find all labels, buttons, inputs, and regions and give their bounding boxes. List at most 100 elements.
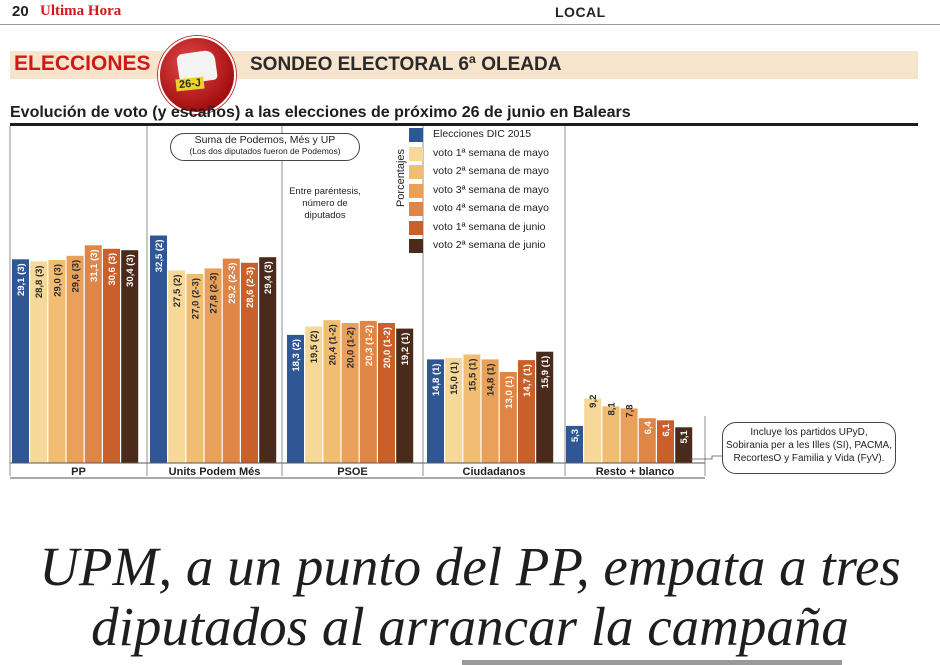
bar-units-podem-m-s-s2 [168,270,186,463]
bar-value-label: 20,3 (1-2) [364,325,375,366]
bar-value-label: 32,5 (2) [154,240,165,273]
legend-swatch [409,165,423,179]
bar-value-label: 27,8 (2-3) [209,272,220,313]
bar-value-label: 5,1 [679,430,690,444]
bar-value-label: 28,6 (2-3) [245,267,256,308]
bar-value-label: 20,4 (1-2) [327,324,338,365]
legend-label: voto 1ª semana de junio [433,220,546,233]
y-axis-label: Porcentajes [395,148,407,207]
bar-units-podem-m-s-s4 [204,268,222,463]
bar-ciudadanos-s6 [518,360,535,463]
bar-value-label: 14,7 (1) [522,364,533,397]
x-tick-label: Ciudadanos [463,466,526,478]
legend-label: Elecciones DIC 2015 [433,128,532,140]
bar-value-label: 7,8 [625,404,636,417]
legend-swatch [409,128,423,142]
bar-value-label: 27,5 (2) [172,275,183,308]
election-logo: 26-J [158,36,236,114]
bar-value-label: 18,3 (2) [291,339,302,372]
bar-pp-s2 [30,261,48,463]
bar-value-label: 29,6 (3) [71,260,82,293]
bar-pp-s6 [103,248,120,463]
bar-psoe-s4 [341,323,359,463]
bar-units-podem-m-s-s6 [241,262,258,463]
bar-value-label: 30,6 (3) [107,253,118,286]
x-axis: PP Units Podem Més PSOE Ciudadanos Resto + b… [9,126,722,479]
headline-line2: diputados al arrancar la campaña [91,596,849,657]
upm-callout-line2: (Los dos diputados fueron de Podemos) [189,146,341,156]
bar-resto-blanco-s6 [657,420,674,463]
seats-note-line1: Entre paréntesis, [289,186,361,197]
bar-value-label: 19,2 (1) [400,333,411,366]
page-number: 20 [12,3,29,20]
chart-title: Evolución de voto (y escaños) a las elec… [10,104,631,121]
bar-group: 29,1 (3) 28,8 (3) 29,0 (3) 29,6 (3) 31,1 (3)… [12,235,693,463]
bar-value-label: 30,4 (3) [125,254,136,287]
bar-value-label: 29,0 (3) [52,264,63,297]
bar-pp-s4 [66,255,84,463]
bar-value-label: 15,9 (1) [540,356,551,389]
newspaper-name: Ultima Hora [40,3,122,19]
footer-bar [462,660,842,665]
seats-note: Entre paréntesis, número de diputados [280,186,370,222]
bar-ciudadanos-s3 [463,354,481,463]
bar-ciudadanos-s5 [499,372,517,463]
bar-value-label: 13,0 (1) [504,376,515,409]
upm-callout: Suma de Podemos, Més y UP (Los dos diput… [170,133,360,161]
bar-resto-blanco-s4 [620,408,638,463]
bar-value-label: 29,1 (3) [16,263,27,296]
bar-units-podem-m-s-s3 [186,274,204,463]
bar-value-label: 29,4 (3) [263,261,274,294]
bar-value-label: 14,8 (1) [486,363,497,396]
bar-psoe-s7 [396,328,414,463]
banner-title: SONDEO ELECTORAL 6ª OLEADA [250,54,562,75]
bar-ciudadanos-s1 [427,359,444,463]
bar-psoe-s1 [287,334,304,463]
x-tick-label: PP [71,466,86,478]
legend-label: voto 2ª semana de mayo [433,165,549,177]
bar-resto-blanco-s2 [584,398,602,463]
legend-swatch [409,202,423,216]
section-label: LOCAL [555,4,606,20]
legend-swatch [409,183,423,198]
bar-value-label: 29,2 (2-3) [227,263,238,304]
legend-swatch [409,220,423,235]
resto-callout-line2: Sobirania per a les Illes (SI), PACMA, [726,440,892,451]
bar-value-label: 15,5 (1) [467,359,478,392]
bar-units-podem-m-s-s1 [150,235,167,463]
y-axis-label-text: Porcentajes [395,148,407,207]
bar-value-label: 14,8 (1) [431,363,442,396]
seats-note-line3: diputados [304,210,346,221]
bar-value-label: 6,1 [661,423,672,437]
bar-resto-blanco-s1 [566,425,583,463]
x-tick-label: Resto + blanco [596,466,675,478]
x-tick-label: PSOE [337,466,368,478]
bar-value-label: 28,8 (3) [34,265,45,298]
bar-units-podem-m-s-s7 [259,257,277,463]
bar-chart: 29,1 (3) 28,8 (3) 29,0 (3) 29,6 (3) 31,1 (3)… [9,126,722,479]
bar-psoe-s2 [305,326,323,463]
bar-value-label: 27,0 (2-3) [190,278,201,319]
bar-resto-blanco-s5 [638,418,656,463]
bar-ciudadanos-s2 [445,358,463,463]
upm-callout-line1: Suma de Podemos, Més y UP [194,134,336,146]
page-header [0,0,940,25]
bar-value-label: 6,4 [643,420,654,434]
banner-label: ELECCIONES [14,52,151,75]
headline-line1: UPM, a un punto del PP, empata a tres [39,536,901,597]
bar-ciudadanos-s7 [536,351,554,463]
bar-pp-s7 [121,250,139,463]
legend-label: voto 3ª semana de mayo [433,183,549,196]
x-tick-label: Units Podem Més [169,466,261,478]
bar-psoe-s6 [378,323,395,463]
legend-label: voto 1ª semana de mayo [433,146,549,159]
bar-resto-blanco-s3 [602,406,620,463]
bar-ciudadanos-s4 [481,359,499,463]
bar-psoe-s5 [359,320,377,463]
bar-units-podem-m-s-s5 [222,258,240,463]
resto-callout-line1: Incluye los partidos UPyD, [750,427,868,438]
bar-psoe-s3 [323,320,341,463]
bar-pp-s1 [12,259,29,463]
bar-value-label: 8,1 [606,402,617,416]
legend-label: voto 4ª semana de mayo [433,202,549,214]
